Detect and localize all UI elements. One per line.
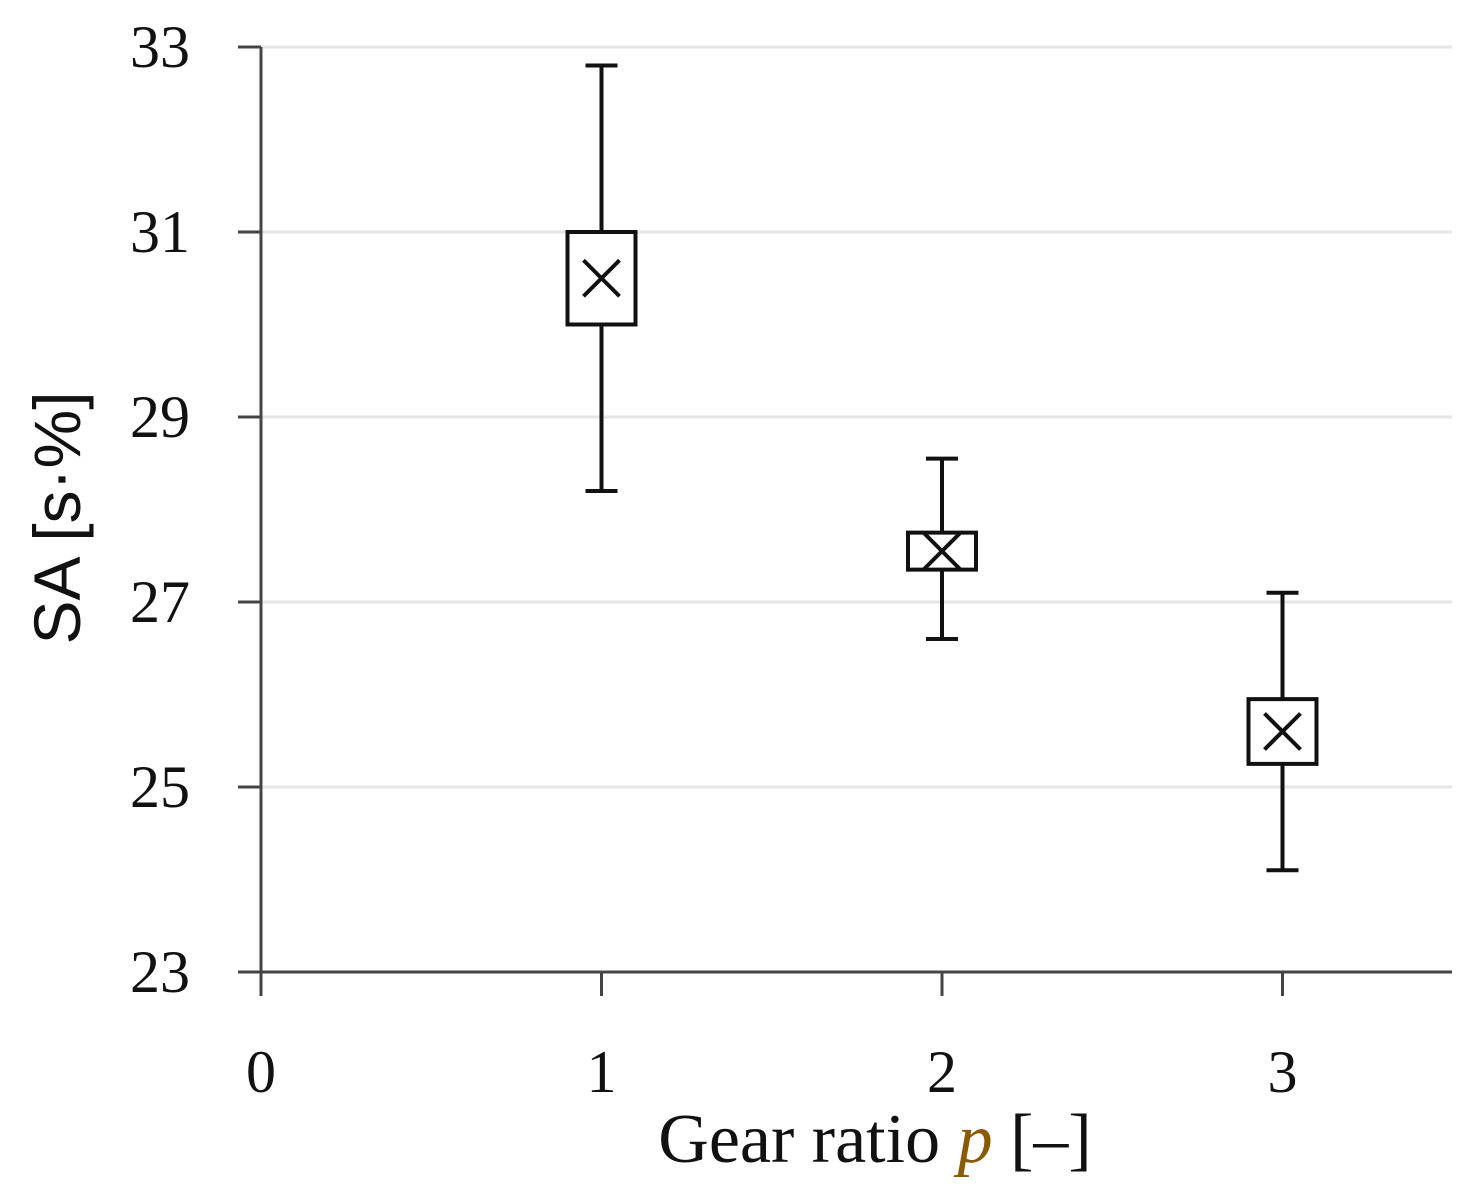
- x-tick-labels: 0 1 2 3: [246, 1039, 1298, 1105]
- y-tick-label-23: 23: [130, 939, 190, 1005]
- data-point-1: [565, 63, 638, 493]
- y-tick-label-25: 25: [130, 754, 190, 820]
- data-point-3: [1246, 590, 1319, 873]
- x-axis-title: Gear ratio p [–]: [658, 1101, 1091, 1178]
- mean-marker-b-3: [1263, 712, 1302, 751]
- y-tick-label-29: 29: [130, 384, 190, 450]
- x-tick-label-3: 3: [1268, 1039, 1298, 1105]
- x-tick-label-0: 0: [246, 1039, 276, 1105]
- axes: [238, 45, 1452, 996]
- data-marks: [565, 63, 1319, 873]
- y-tick-labels: 23 25 27 29 31 33: [130, 14, 190, 1005]
- x-axis-title-unit: [–]: [993, 1101, 1092, 1178]
- x-axis-title-text: Gear ratio: [658, 1101, 957, 1178]
- x-tick-label-1: 1: [587, 1039, 617, 1105]
- mean-marker-b-1: [582, 258, 621, 298]
- data-point-2: [906, 456, 978, 641]
- x-tick-label-2: 2: [927, 1039, 957, 1105]
- gridlines: [261, 45, 1452, 789]
- y-axis-title: SA [s·%]: [20, 391, 94, 644]
- y-tick-label-27: 27: [130, 569, 190, 635]
- y-tick-label-31: 31: [130, 199, 190, 265]
- x-axis-title-variable: p: [953, 1101, 993, 1178]
- y-tick-label-33: 33: [130, 14, 190, 80]
- mean-marker-b-2: [922, 531, 962, 571]
